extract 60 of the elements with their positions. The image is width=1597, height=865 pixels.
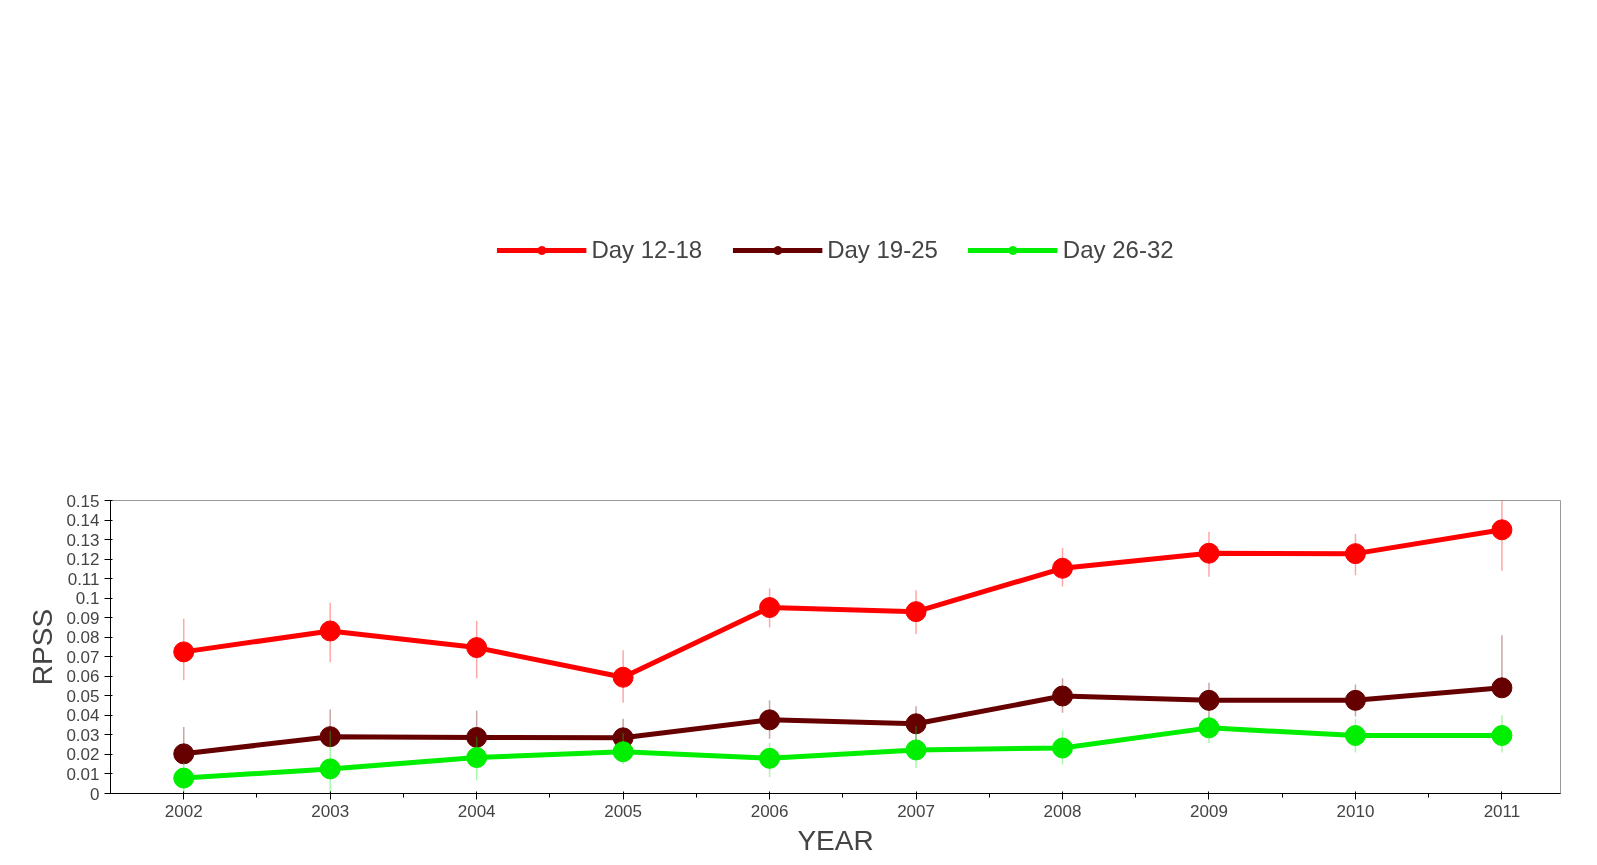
y-tick-label: 0.12 xyxy=(66,550,100,570)
x-tick-label: 2006 xyxy=(750,801,789,821)
point xyxy=(1344,543,1366,565)
point xyxy=(1491,725,1513,746)
point xyxy=(1491,519,1513,541)
y-tick-label: 0.07 xyxy=(66,647,100,667)
point xyxy=(1198,542,1220,564)
point xyxy=(173,743,195,765)
y-axis-title: RPSS xyxy=(27,608,59,686)
point xyxy=(905,739,927,761)
point xyxy=(759,747,781,769)
y-tick-label: 0.08 xyxy=(66,628,100,648)
point xyxy=(1491,677,1513,699)
point xyxy=(319,620,341,642)
y-tick-label: 0.06 xyxy=(66,667,100,687)
y-tick-label: 0.15 xyxy=(66,491,100,511)
point xyxy=(466,747,488,769)
y-tick-label: 0.02 xyxy=(66,745,100,765)
point xyxy=(1052,557,1074,579)
point xyxy=(1198,717,1220,739)
y-tick-label: 0.11 xyxy=(67,569,100,589)
x-tick-label: 2011 xyxy=(1483,801,1521,821)
legend-label: Day 19-25 xyxy=(827,236,938,264)
y-tick-label: 0 xyxy=(90,784,100,804)
point xyxy=(1198,689,1220,711)
y-tick-label: 0.04 xyxy=(66,706,100,726)
point xyxy=(466,726,488,748)
x-tick-label: 2007 xyxy=(897,801,935,821)
x-tick-label: 2010 xyxy=(1336,801,1375,821)
point xyxy=(759,709,781,731)
x-tick-label: 2005 xyxy=(604,801,643,821)
x-axis-title: YEAR xyxy=(797,824,874,856)
point xyxy=(759,597,781,619)
x-tick-label: 2008 xyxy=(1043,801,1082,821)
point xyxy=(1052,685,1074,707)
point xyxy=(612,666,634,688)
x-tick-label: 2002 xyxy=(164,801,203,821)
point xyxy=(1344,689,1366,711)
y-tick-label: 0.13 xyxy=(66,530,100,550)
point xyxy=(173,641,195,663)
point xyxy=(466,637,488,659)
y-tick-label: 0.09 xyxy=(66,608,100,628)
y-tick-label: 0.01 xyxy=(66,764,100,784)
point xyxy=(612,741,634,763)
y-tick-label: 0.14 xyxy=(66,511,100,531)
point xyxy=(905,713,927,735)
x-tick-label: 2004 xyxy=(457,801,496,821)
y-tick-label: 0.1 xyxy=(75,589,100,609)
point xyxy=(1344,725,1366,746)
point xyxy=(1052,737,1074,759)
x-tick-label: 2009 xyxy=(1190,801,1228,821)
point xyxy=(319,726,341,748)
point xyxy=(905,601,927,623)
point xyxy=(173,767,195,789)
y-tick-label: 0.03 xyxy=(66,725,100,745)
point xyxy=(319,758,341,780)
x-tick-label: 2003 xyxy=(311,801,350,821)
legend-label: Day 26-32 xyxy=(1062,236,1174,264)
y-tick-label: 0.05 xyxy=(66,686,100,706)
legend-label: Day 12-18 xyxy=(591,236,703,264)
